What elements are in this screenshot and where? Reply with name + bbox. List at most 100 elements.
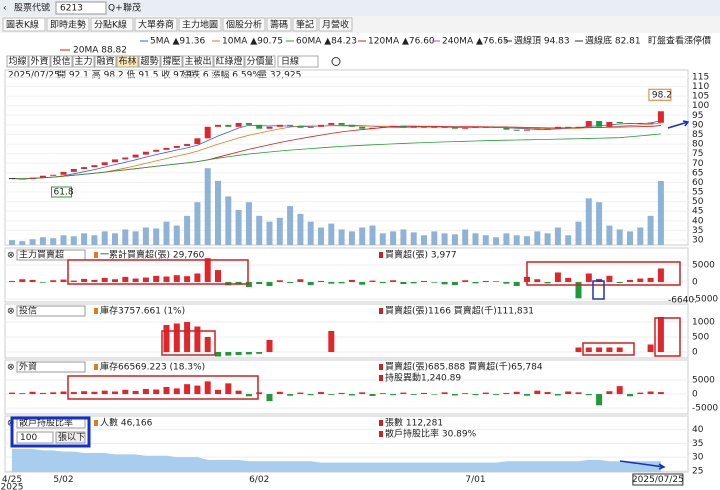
candle — [451, 126, 458, 129]
tab[interactable] — [2, 17, 46, 32]
volume-bar — [245, 202, 252, 245]
tool-button[interactable] — [138, 55, 161, 68]
tool-button[interactable] — [182, 55, 214, 68]
bar — [163, 325, 170, 352]
bar — [194, 326, 201, 352]
bar — [29, 279, 36, 282]
tool-label: 紅綠燈 — [216, 55, 243, 67]
candle — [163, 147, 170, 150]
bar — [163, 387, 170, 395]
bar — [503, 392, 510, 395]
tool-button[interactable] — [72, 55, 95, 68]
low-label: 61.8 — [54, 187, 74, 197]
tab[interactable] — [134, 17, 178, 32]
tab-label: 即時走勢 — [50, 19, 86, 31]
legend-label: 120MA ▲76.60 — [368, 37, 435, 47]
bar — [410, 281, 417, 284]
tab[interactable] — [318, 17, 353, 32]
close-icon[interactable]: ⊗ — [7, 307, 15, 317]
candle — [39, 175, 46, 178]
y-tick-label: 115 — [692, 72, 709, 82]
volume-bar — [112, 233, 118, 245]
highlight-box — [582, 342, 635, 356]
close-icon[interactable]: ⊗ — [7, 363, 15, 373]
indicator-select[interactable] — [16, 249, 86, 261]
search-icon[interactable]: Q+ — [108, 4, 123, 14]
bar — [204, 258, 211, 282]
bar — [596, 347, 603, 352]
y-tick-label: 105 — [692, 92, 709, 102]
tab[interactable] — [90, 17, 134, 32]
bar — [122, 276, 129, 282]
tool-label: 撐壓 — [163, 55, 181, 67]
candle — [184, 144, 191, 146]
legend-swatch — [379, 420, 383, 426]
bar — [575, 392, 582, 395]
bar — [482, 280, 489, 282]
candle — [194, 138, 201, 145]
bar — [266, 394, 273, 402]
indicator-title: 投信 — [19, 305, 37, 317]
bar — [647, 344, 654, 352]
bar — [297, 392, 304, 395]
close-icon[interactable]: ⊗ — [7, 251, 15, 261]
candle — [544, 128, 551, 130]
bar — [215, 352, 221, 357]
bar — [204, 337, 211, 352]
back-button[interactable]: ‹ — [3, 4, 7, 14]
bar — [544, 392, 551, 395]
unit-button[interactable] — [55, 431, 86, 444]
bar — [29, 391, 36, 395]
bar — [307, 281, 314, 286]
code-value: 6213 — [60, 4, 83, 14]
tool-button[interactable] — [94, 55, 117, 68]
indicator-select[interactable] — [16, 305, 86, 317]
bar — [112, 279, 118, 282]
tool-button[interactable] — [50, 55, 73, 68]
tool-button[interactable] — [244, 55, 276, 68]
bar — [431, 394, 438, 395]
indicator-select[interactable] — [16, 361, 86, 373]
bar — [287, 394, 294, 396]
volume-bar — [565, 235, 572, 245]
code-input[interactable] — [55, 1, 107, 15]
tool-button[interactable] — [28, 55, 51, 68]
volume-bar — [297, 213, 304, 245]
tool-button[interactable] — [116, 55, 139, 68]
tab[interactable] — [178, 17, 222, 32]
bar — [173, 275, 180, 282]
volume-bar — [163, 221, 170, 245]
tab-label: 個股分析 — [226, 19, 262, 31]
candle — [575, 126, 582, 128]
bar — [338, 392, 345, 395]
y-tick-label: 35 — [692, 439, 703, 449]
ma-line — [11, 125, 661, 180]
count-select[interactable] — [16, 431, 54, 444]
period-select[interactable] — [277, 55, 319, 68]
y-tick-label: 70 — [692, 159, 704, 169]
candle — [657, 111, 664, 123]
tool-button[interactable] — [160, 55, 183, 68]
candle — [503, 127, 510, 130]
legend-swatch — [94, 364, 98, 370]
panel-legend: 持股異動1,240.89 — [385, 372, 461, 384]
tab[interactable] — [266, 17, 292, 32]
tab[interactable] — [222, 17, 266, 32]
sub-panel — [4, 359, 689, 415]
tool-button[interactable] — [6, 55, 29, 68]
bar — [575, 281, 582, 299]
side-label: -6640. — [668, 296, 697, 306]
tab[interactable] — [292, 17, 318, 32]
bar — [173, 323, 180, 352]
note-link[interactable]: 盯盤查看漲停價 — [648, 35, 711, 47]
tab-label: 圖表K線 — [6, 19, 39, 31]
candle — [142, 151, 149, 155]
legend-label: 週線頂 94.83 — [514, 35, 570, 47]
bar — [554, 394, 561, 396]
tool-button[interactable] — [213, 55, 245, 68]
bar — [616, 386, 623, 395]
bar — [585, 273, 592, 282]
settings-icon[interactable] — [331, 57, 341, 66]
tab[interactable] — [46, 17, 90, 32]
y-tick-label: 25 — [692, 466, 703, 476]
